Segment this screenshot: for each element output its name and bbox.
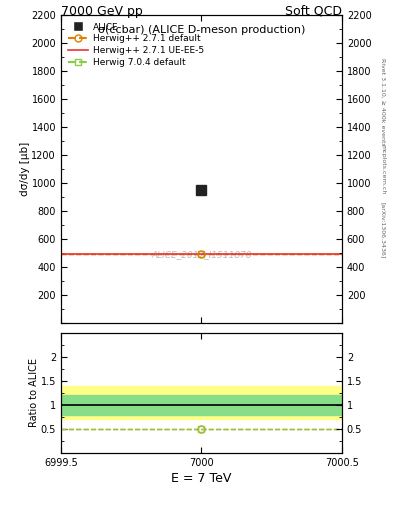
X-axis label: E = 7 TeV: E = 7 TeV (171, 472, 231, 485)
Bar (61, 395, 342, 415)
Text: σ(ccbar) (ALICE D-meson production): σ(ccbar) (ALICE D-meson production) (98, 25, 305, 35)
Text: [arXiv:1306.3436]: [arXiv:1306.3436] (381, 202, 386, 259)
Text: mcplots.cern.ch: mcplots.cern.ch (381, 144, 386, 194)
Text: Rivet 3.1.10, ≥ 400k events: Rivet 3.1.10, ≥ 400k events (381, 57, 386, 145)
Text: Soft QCD: Soft QCD (285, 5, 342, 18)
Legend: ALICE, Herwig++ 2.7.1 default, Herwig++ 2.7.1 UE-EE-5, Herwig 7.0.4 default: ALICE, Herwig++ 2.7.1 default, Herwig++ … (65, 20, 206, 70)
Y-axis label: dσ/dy [μb]: dσ/dy [μb] (20, 142, 30, 196)
Text: ALICE_2017_I1511870: ALICE_2017_I1511870 (151, 250, 252, 260)
Bar (61, 386, 342, 419)
Text: 7000 GeV pp: 7000 GeV pp (61, 5, 143, 18)
Y-axis label: Ratio to ALICE: Ratio to ALICE (29, 358, 39, 428)
